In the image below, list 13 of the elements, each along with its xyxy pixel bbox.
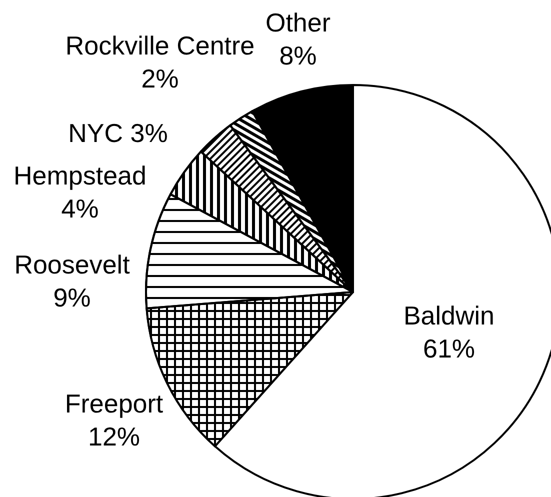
slice-label: NYC 3% [68, 118, 168, 148]
data-label: 4% [61, 194, 99, 224]
data-label: 61% [422, 334, 476, 364]
slice-label: Rockville Centre [65, 30, 255, 60]
slice-label: Baldwin [403, 300, 495, 330]
data-label: 8% [279, 40, 317, 70]
slice-label: Other [265, 8, 331, 38]
slice-label: Freeport [64, 388, 164, 418]
data-label: 12% [88, 422, 140, 452]
slice-label: Hempstead [14, 160, 146, 190]
data-label: 9% [53, 282, 91, 312]
slice-label: Roosevelt [14, 250, 131, 280]
data-label: 2% [141, 64, 179, 94]
